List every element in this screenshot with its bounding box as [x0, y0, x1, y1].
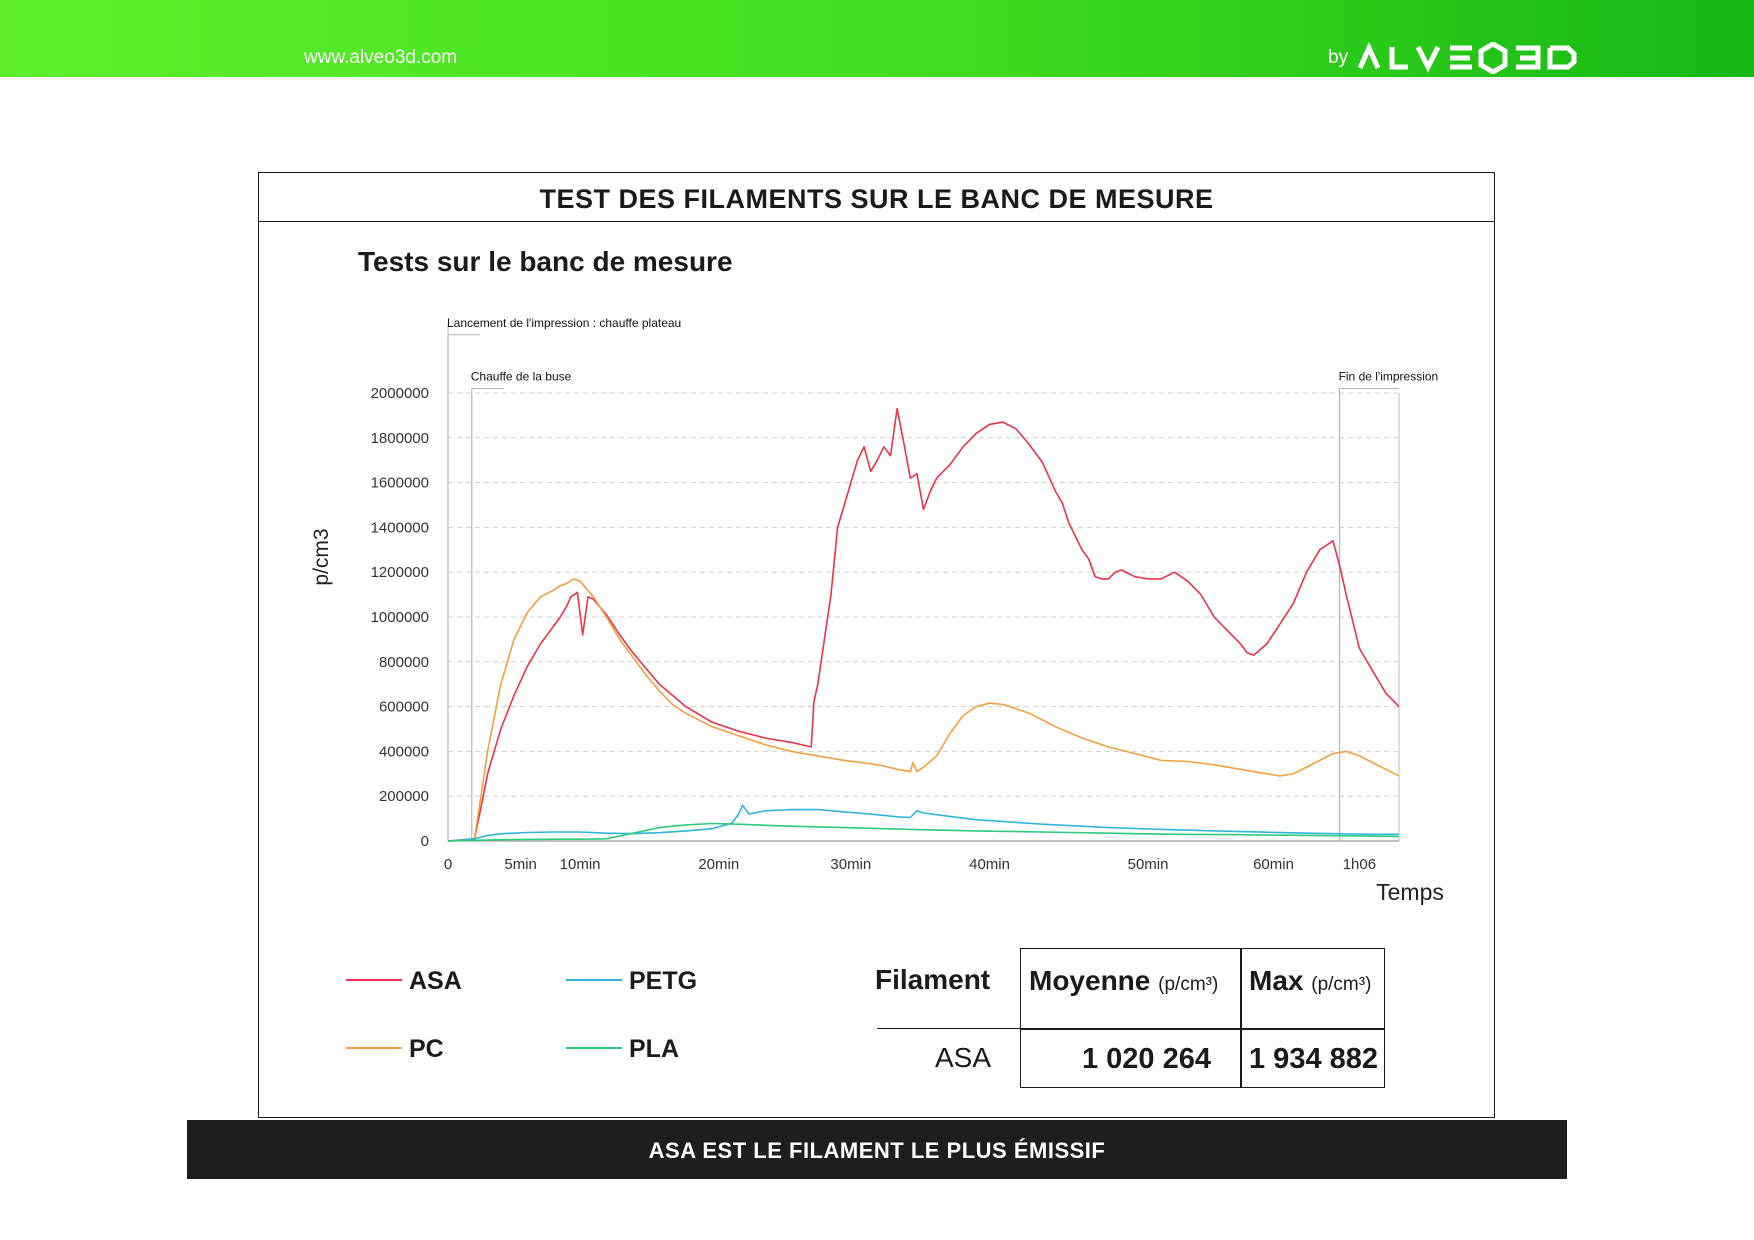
x-axis-title: Temps — [1376, 879, 1444, 905]
y-tick-label: 200000 — [379, 788, 429, 805]
table-header-max-label: Max — [1249, 965, 1304, 996]
table-header-mean-unit: (p/cm³) — [1158, 974, 1219, 995]
table-row-name: ASA — [935, 1042, 992, 1073]
table-row-divider — [1021, 1028, 1384, 1030]
table-header-mean-label: Moyenne — [1029, 965, 1151, 996]
x-tick-label: 10min — [560, 856, 601, 873]
legend-swatch-pc — [346, 1047, 402, 1049]
x-tick-label: 1h06 — [1343, 856, 1376, 873]
table-cell-max: 1 934 882 — [1249, 1043, 1379, 1075]
table-cell-mean: 1 020 264 — [1081, 1043, 1211, 1075]
table-header-max-unit: (p/cm³) — [1311, 974, 1372, 995]
chart-title: Tests sur le banc de mesure — [358, 246, 733, 277]
x-tick-label: 50min — [1128, 856, 1169, 873]
by-label: by — [1328, 47, 1349, 68]
emission-line-chart: 0 200000 400000 600000 800000 1000000 1200000 1… — [310, 316, 1444, 905]
legend-label-petg: PETG — [629, 967, 698, 995]
annotation-label: Chauffe de la buse — [471, 370, 572, 384]
y-tick-label: 0 — [421, 833, 429, 850]
legend-swatch-asa — [346, 979, 402, 981]
x-tick-label: 30min — [830, 856, 871, 873]
series-line-asa — [447, 407, 1400, 842]
annotation-label: Lancement de l'impression : chauffe plat… — [447, 316, 681, 330]
y-tick-label: 1400000 — [371, 519, 429, 536]
y-axis-title: p/cm3 — [310, 528, 333, 585]
series-line-pc — [447, 578, 1400, 842]
table-column-divider — [1240, 949, 1242, 1087]
chart-card: TEST DES FILAMENTS SUR LE BANC DE MESURE… — [258, 172, 1495, 1118]
y-tick-label: 1000000 — [371, 609, 429, 626]
y-tick-label: 800000 — [379, 654, 429, 671]
y-tick-label: 1800000 — [371, 430, 429, 447]
y-tick-label: 1600000 — [371, 475, 429, 492]
y-tick-label: 600000 — [379, 699, 429, 716]
table-values-box: Moyenne (p/cm³) Max (p/cm³) 1 020 264 1 … — [1020, 948, 1385, 1088]
x-tick-label: 60min — [1253, 856, 1294, 873]
annotation-label: Fin de l'impression — [1339, 370, 1439, 384]
x-tick-label: 20min — [698, 856, 739, 873]
card-heading: TEST DES FILAMENTS SUR LE BANC DE MESURE — [259, 173, 1494, 222]
x-tick-label: 5min — [504, 856, 537, 873]
y-tick-label: 400000 — [379, 743, 429, 760]
table-header-max: Max (p/cm³) — [1249, 965, 1371, 997]
table-separator — [877, 1028, 1020, 1029]
series-line-petg — [447, 804, 1399, 842]
conclusion-banner: ASA EST LE FILAMENT LE PLUS ÉMISSIF — [187, 1120, 1567, 1179]
alveo3d-logo — [1358, 42, 1577, 74]
table-header-mean: Moyenne (p/cm³) — [1029, 965, 1218, 997]
legend-label-pc: PC — [409, 1035, 444, 1063]
legend-label-asa: ASA — [409, 967, 462, 995]
series-line-pla — [447, 822, 1400, 842]
y-tick-label: 1200000 — [371, 564, 429, 581]
table-header-filament: Filament — [875, 964, 991, 995]
y-tick-label: 2000000 — [371, 385, 429, 402]
x-tick-label: 40min — [969, 856, 1010, 873]
legend-swatch-petg — [566, 979, 622, 981]
top-bar: www.alveo3d.com by — [0, 0, 1754, 77]
legend-swatch-pla — [566, 1047, 622, 1049]
website-link[interactable]: www.alveo3d.com — [304, 47, 458, 68]
x-tick-label: 0 — [444, 856, 452, 873]
legend-label-pla: PLA — [629, 1035, 679, 1063]
